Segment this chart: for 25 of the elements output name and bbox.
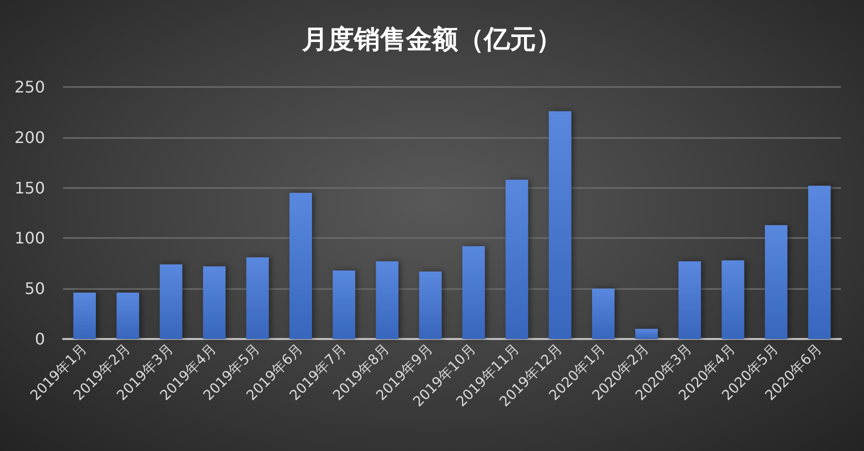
bar	[764, 225, 788, 339]
bar	[548, 111, 572, 339]
bar	[332, 270, 356, 339]
chart-title: 月度销售金额（亿元）	[301, 25, 562, 55]
bar	[462, 246, 485, 339]
bar	[289, 192, 312, 339]
y-tick-label: 100	[14, 228, 45, 248]
y-tick-label: 250	[14, 78, 45, 96]
y-tick-label: 50	[24, 279, 45, 298]
y-tick-label: 150	[14, 178, 45, 198]
y-tick-label: 200	[14, 128, 45, 147]
bar	[203, 266, 226, 339]
y-tick-label: 0	[34, 330, 45, 348]
bar	[376, 261, 398, 339]
bar	[678, 261, 701, 339]
bar	[506, 180, 528, 339]
bar	[592, 288, 615, 339]
bar	[160, 264, 182, 339]
bar	[246, 257, 269, 339]
bar	[808, 186, 831, 339]
bar	[116, 292, 140, 339]
bar	[722, 260, 744, 339]
bar	[73, 292, 96, 339]
bar	[635, 328, 658, 339]
bar	[419, 271, 442, 339]
